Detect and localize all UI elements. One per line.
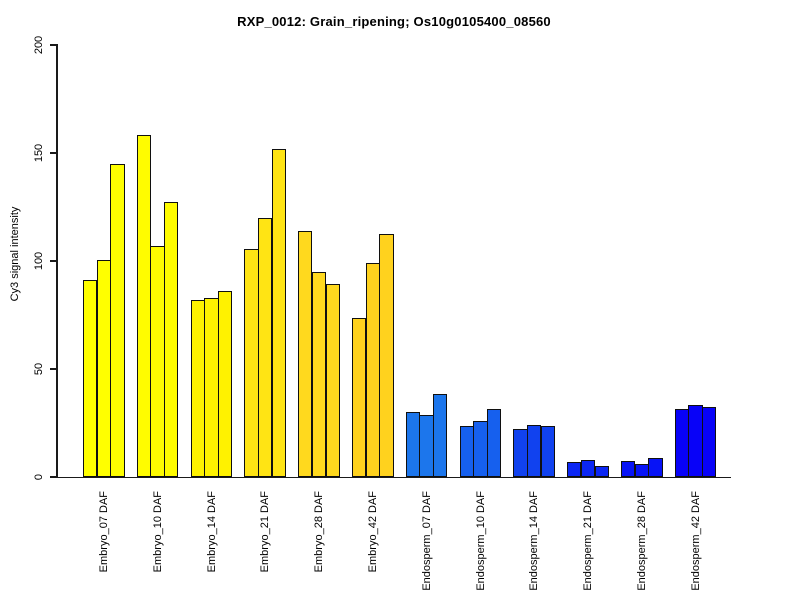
bar-endosperm_10-daf-rep2 <box>473 420 488 477</box>
bar-embryo_14-daf-rep2 <box>204 297 219 477</box>
x-axis-label: Endosperm_07 DAF <box>420 491 433 591</box>
bar-embryo_14-daf-rep3 <box>217 291 233 477</box>
y-tick <box>50 368 56 370</box>
y-tick <box>50 152 56 154</box>
bar-endosperm_14-daf-rep3 <box>540 426 555 477</box>
bar-endosperm_21-daf-rep1 <box>567 461 582 477</box>
x-axis-label: Endosperm_14 DAF <box>528 491 541 591</box>
bar-endosperm_42-daf-rep2 <box>688 404 703 477</box>
bar-embryo_21-daf-rep3 <box>271 148 286 477</box>
y-tick-label: 150 <box>33 143 45 163</box>
y-tick-label: 50 <box>33 362 45 376</box>
y-tick-label: 200 <box>33 35 45 55</box>
bar-endosperm_28-daf-rep1 <box>621 460 636 477</box>
bar-embryo_21-daf-rep1 <box>244 249 259 477</box>
bar-embryo_42-daf-rep1 <box>352 318 367 477</box>
bar-embryo_10-daf-rep2 <box>150 245 165 477</box>
bar-embryo_42-daf-rep3 <box>379 234 394 477</box>
x-axis-label: Endosperm_21 DAF <box>582 491 595 591</box>
bar-endosperm_21-daf-rep3 <box>594 466 609 477</box>
bar-embryo_10-daf-rep1 <box>136 134 152 477</box>
bar-endosperm_10-daf-rep3 <box>486 408 502 477</box>
bar-endosperm_14-daf-rep1 <box>513 429 528 477</box>
bar-embryo_10-daf-rep3 <box>164 201 179 477</box>
x-axis-label: Embryo_10 DAF <box>151 491 164 573</box>
x-axis-label: Endosperm_10 DAF <box>474 491 487 591</box>
bar-endosperm_42-daf-rep3 <box>702 406 717 477</box>
x-axis-label: Endosperm_28 DAF <box>636 491 648 591</box>
bar-endosperm_07-daf-rep1 <box>405 412 421 477</box>
y-tick-label: 100 <box>33 251 45 271</box>
y-axis-title: Cy3 signal intensity <box>9 206 21 302</box>
x-axis-label: Endosperm_42 DAF <box>689 491 702 591</box>
bar-endosperm_07-daf-rep2 <box>419 415 434 477</box>
x-axis-label: Embryo_21 DAF <box>259 491 272 573</box>
bar-embryo_42-daf-rep2 <box>365 263 380 477</box>
bar-embryo_28-daf-rep1 <box>298 230 313 477</box>
x-axis-line <box>56 476 731 478</box>
chart-title: RXP_0012: Grain_ripening; Os10g0105400_0… <box>237 14 551 29</box>
y-tick <box>50 476 56 478</box>
bar-embryo_28-daf-rep3 <box>325 283 340 477</box>
x-axis-label: Embryo_07 DAF <box>98 491 110 573</box>
bar-embryo_07-daf-rep1 <box>83 280 98 477</box>
y-tick-label: 0 <box>33 473 45 481</box>
y-tick <box>50 260 56 262</box>
bar-embryo_07-daf-rep3 <box>110 163 125 477</box>
bar-endosperm_14-daf-rep2 <box>527 425 542 477</box>
x-axis-label: Embryo_14 DAF <box>205 491 218 573</box>
bar-endosperm_07-daf-rep3 <box>433 393 448 477</box>
x-axis-label: Embryo_42 DAF <box>367 491 379 573</box>
bar-embryo_21-daf-rep2 <box>258 217 273 477</box>
bar-embryo_07-daf-rep2 <box>96 259 111 477</box>
bar-endosperm_42-daf-rep1 <box>674 408 690 477</box>
bar-endosperm_21-daf-rep2 <box>580 459 596 477</box>
bar-endosperm_10-daf-rep1 <box>459 426 474 477</box>
bar-embryo_28-daf-rep2 <box>311 271 327 477</box>
bar-endosperm_28-daf-rep3 <box>648 457 663 477</box>
y-tick <box>50 44 56 46</box>
bar-embryo_14-daf-rep1 <box>190 299 205 477</box>
y-axis-line <box>56 44 58 478</box>
x-axis-label: Embryo_28 DAF <box>313 491 326 573</box>
bar-endosperm_28-daf-rep2 <box>634 464 649 477</box>
